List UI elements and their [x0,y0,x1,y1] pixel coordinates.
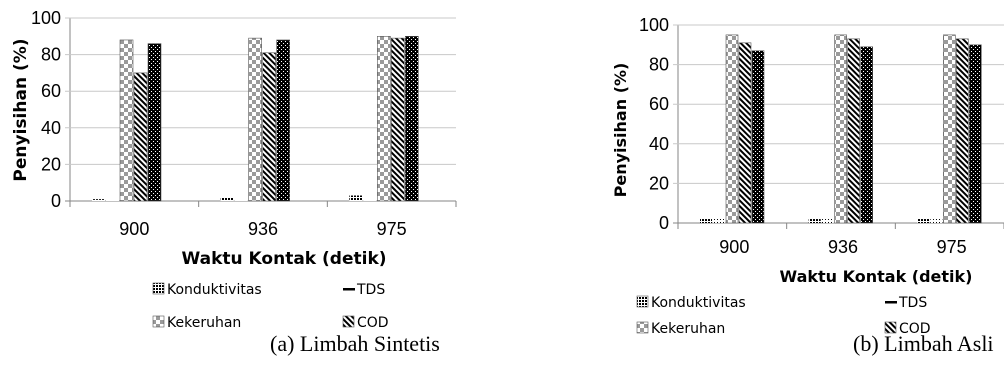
legend-label-konduktivitas: Konduktivitas [167,282,262,298]
x-axis-title: Waktu Kontak (detik) [181,249,386,269]
bar-kekeruhan-975 [377,35,391,202]
x-category-label: 936 [828,237,858,257]
bar-konduktivitas-900 [700,219,712,223]
legend-swatch-kekeruhan [152,315,165,328]
legend-swatch-cod [884,321,897,334]
legend-swatch-kekeruhan [636,321,649,334]
x-category-label: 936 [248,219,278,239]
caption-limbah-sintetis: (a) Limbah Sintetis [270,331,440,356]
bar-konduktivitas-936 [808,219,821,223]
y-tick-label: 60 [649,94,669,114]
bar-series-5-936 [276,39,290,202]
y-tick-label: 80 [649,55,669,75]
bar-series-5-900 [147,43,162,202]
y-tick-label: 100 [31,8,61,28]
bar-cod-900 [133,72,148,202]
legend-swatch-cod [342,315,355,328]
bar-series-5-936 [860,46,873,224]
bar-tds-900 [713,219,725,223]
bar-tds-975 [930,219,943,223]
bar-konduktivitas-900 [92,199,105,201]
x-category-label: 975 [377,219,407,239]
y-tick-label: 40 [649,134,669,154]
bar-tds-900 [106,199,119,201]
legend-label-kekeruhan: Kekeruhan [167,315,241,331]
chart-limbah-sintetis: 0 20 40 60 80 100 900 936 975 Waktu Kontak (detik… [11,8,457,331]
y-tick-label: 80 [41,45,61,65]
y-tick-label: 0 [659,213,669,233]
legend-swatch-konduktivitas [636,295,649,308]
legend-swatch-konduktivitas [152,282,165,295]
bar-kekeruhan-975 [943,34,956,224]
x-category-label: 900 [119,219,149,239]
chart-limbah-asli: 0 20 40 60 80 100 900 936 975 Waktu Kontak (detik… [611,15,1004,337]
legend-label-kekeruhan: Kekeruhan [651,321,725,337]
bar-series-5-975 [405,35,419,202]
bar-kekeruhan-900 [725,34,739,224]
x-axis-title: Waktu Kontak (detik) [780,267,973,286]
bar-series-5-975 [969,44,982,224]
bar-kekeruhan-936 [248,37,262,202]
bar-cod-936 [262,52,276,202]
bar-tds-936 [821,219,834,223]
bar-tds-936 [234,199,248,201]
legend-swatch-tds [343,288,355,291]
y-axis-title: Penyisihan (%) [611,63,630,198]
legend-label-cod: COD [357,315,389,331]
legend-label-tds: TDS [898,295,927,311]
bar-kekeruhan-900 [119,39,134,202]
bar-cod-900 [738,42,752,224]
x-category-label: 975 [937,237,967,257]
y-axis-title: Penyisihan (%) [11,38,31,181]
bar-konduktivitas-975 [917,219,930,223]
x-category-label: 900 [719,237,749,257]
legend-label-konduktivitas: Konduktivitas [651,295,746,311]
y-tick-label: 0 [51,191,61,211]
y-tick-label: 100 [639,15,669,35]
bar-series-5-900 [751,50,765,224]
bar-konduktivitas-975 [349,195,363,201]
caption-limbah-asli: (b) Limbah Asli [853,331,994,356]
legend-label-cod: COD [899,321,931,337]
y-tick-label: 20 [41,154,61,174]
y-tick-label: 60 [41,81,61,101]
legend-label-tds: TDS [356,282,385,298]
y-tick-label: 20 [649,173,669,193]
bar-cod-936 [847,38,860,224]
y-tick-label: 40 [41,118,61,138]
bar-tds-975 [363,199,377,201]
bar-konduktivitas-936 [220,197,234,201]
bar-cod-975 [956,38,969,224]
legend-swatch-tds [885,301,897,304]
bar-kekeruhan-936 [834,34,847,224]
bar-cod-975 [391,37,405,202]
